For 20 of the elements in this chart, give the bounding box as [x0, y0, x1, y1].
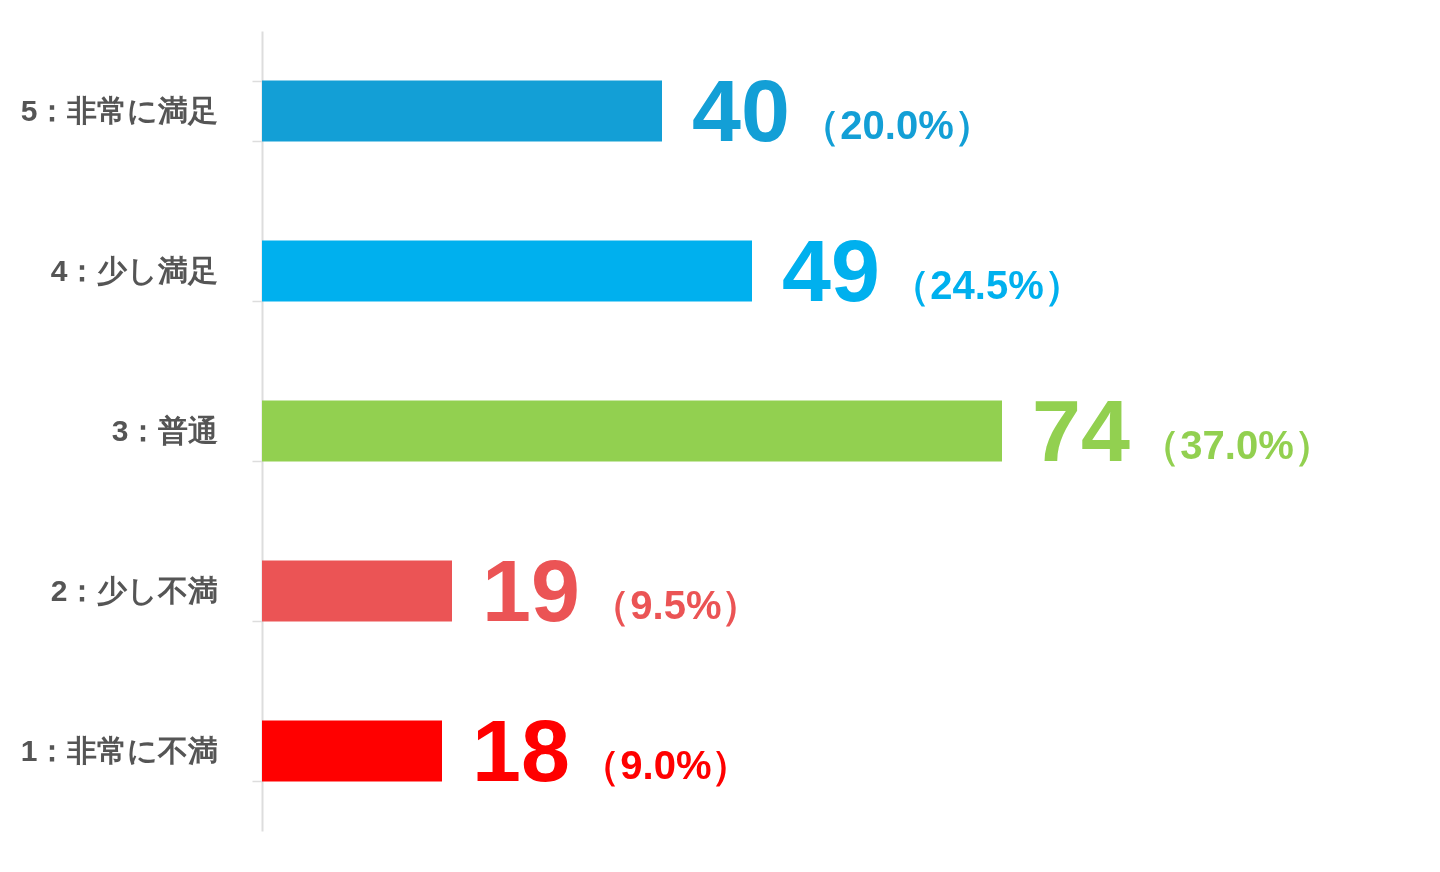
y-tick-label: 5：非常に満足: [20, 93, 219, 127]
data-label: 49: [782, 221, 880, 320]
bar: [262, 240, 752, 302]
data-label: 74: [1032, 381, 1130, 480]
y-tick-label: 3：普通: [111, 413, 219, 447]
annotation: （20.0%）: [800, 103, 994, 147]
text: （37.0%）: [1140, 423, 1334, 467]
annotation: （9.5%）: [590, 583, 762, 627]
bar: [262, 80, 662, 142]
y-tick-label: 1：非常に不満: [20, 733, 219, 767]
data-label: 19: [482, 541, 580, 640]
bar: [262, 560, 452, 622]
y-tick-label: 4：少し満足: [50, 253, 219, 287]
annotation: （24.5%）: [890, 263, 1084, 307]
data-label: 18: [472, 701, 570, 800]
annotation: （9.0%）: [580, 743, 752, 787]
bar: [262, 720, 442, 782]
data-label: 40: [692, 61, 790, 160]
y-tick-label: 2：少し不満: [50, 573, 219, 607]
bar: [262, 400, 1002, 462]
